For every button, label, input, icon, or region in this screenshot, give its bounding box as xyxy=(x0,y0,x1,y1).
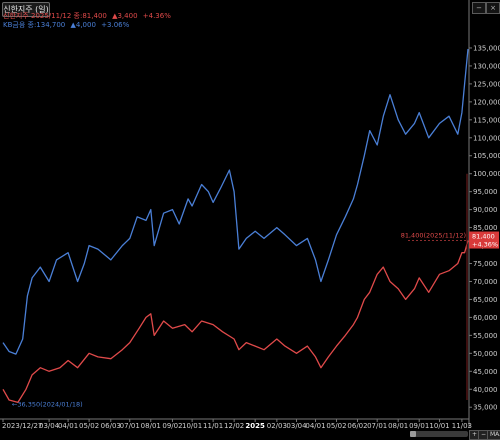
x-tick-label: 11/01 xyxy=(203,422,223,430)
x-tick-label: 05/02 xyxy=(79,422,99,430)
x-tick-label: 10/01 xyxy=(182,422,202,430)
y-tick-label: 65,000 xyxy=(473,296,498,304)
y-tick-label: 120,000 xyxy=(473,98,500,106)
scrollbar-thumb[interactable] xyxy=(410,431,416,437)
y-tick-label: 85,000 xyxy=(473,224,498,232)
x-tick-label: 03/04 xyxy=(39,422,60,430)
x-tick-label: 12/02 xyxy=(224,422,244,430)
price-tag-pct: +4.36% xyxy=(472,241,498,249)
x-tick-label: 2025 xyxy=(245,422,265,430)
x-tick-label: 03/04 xyxy=(286,422,307,430)
legend-change: ▲4,000 xyxy=(70,21,96,29)
last-price-label: 81,400(2025/11/12) xyxy=(401,232,466,240)
x-tick-label: 07/01 xyxy=(367,422,387,430)
minimize-button[interactable]: − xyxy=(472,2,486,14)
y-tick-label: 40,000 xyxy=(473,386,498,394)
y-tick-label: 90,000 xyxy=(473,206,498,214)
x-tick-label: 2023/12/27 xyxy=(2,422,42,430)
legend-change: ▲3,400 xyxy=(112,12,138,20)
price-tag: 81,400+4.36% xyxy=(469,231,499,249)
legend-text: 신한지주 2025/11/12 종:81,400 xyxy=(3,12,107,20)
x-tick-label: 06/03 xyxy=(101,422,121,430)
x-tick-label: 10/01 xyxy=(429,422,449,430)
x-tick-label: 07/01 xyxy=(120,422,140,430)
legend-series-2: KB금융 종:134,700 ▲4,000 +3.06% xyxy=(3,20,132,30)
max-button[interactable]: MAX xyxy=(487,430,500,440)
series-line xyxy=(2,240,469,404)
legend-pct: +4.36% xyxy=(142,12,171,20)
y-tick-label: 95,000 xyxy=(473,188,498,196)
series-1 xyxy=(2,48,469,355)
y-tick-label: 50,000 xyxy=(473,350,498,358)
y-tick-label: 110,000 xyxy=(473,134,500,142)
low-price-label: ←36,350(2024/01/18) xyxy=(12,400,83,408)
x-tick-label: 04/01 xyxy=(58,422,78,430)
y-tick-label: 55,000 xyxy=(473,332,498,340)
x-tick-label: 05/02 xyxy=(326,422,346,430)
y-tick-label: 105,000 xyxy=(473,152,500,160)
y-tick-label: 60,000 xyxy=(473,314,498,322)
y-tick-label: 125,000 xyxy=(473,80,500,88)
y-tick-label: 135,000 xyxy=(473,44,500,52)
y-tick-label: 130,000 xyxy=(473,62,500,70)
close-button[interactable]: × xyxy=(486,2,500,14)
x-tick-label: 08/01 xyxy=(388,422,408,430)
x-tick-label: 11/03 xyxy=(452,422,472,430)
y-tick-label: 70,000 xyxy=(473,278,498,286)
x-tick-label: 06/02 xyxy=(347,422,367,430)
x-tick-label: 04/01 xyxy=(305,422,325,430)
chart-title-tab[interactable]: 신한지주 (일) xyxy=(2,2,50,17)
series-2 xyxy=(2,240,469,404)
legend-text: KB금융 종:134,700 xyxy=(3,21,66,29)
x-tick-label: 08/01 xyxy=(141,422,161,430)
y-tick-label: 35,000 xyxy=(473,404,498,412)
x-tick-label: 09/01 xyxy=(409,422,429,430)
y-tick-label: 45,000 xyxy=(473,368,498,376)
x-tick-label: 02/03 xyxy=(267,422,287,430)
legend-pct: +3.06% xyxy=(101,21,130,29)
y-tick-label: 100,000 xyxy=(473,170,500,178)
price-tag-box xyxy=(469,231,499,249)
y-tick-label: 75,000 xyxy=(473,260,498,268)
price-tag-value: 81,400 xyxy=(472,233,495,241)
timeline-scrollbar[interactable] xyxy=(410,431,468,437)
y-tick-label: 115,000 xyxy=(473,116,500,124)
x-tick-label: 09/02 xyxy=(162,422,182,430)
legend-series-1: 신한지주 2025/11/12 종:81,400 ▲3,400 +4.36% xyxy=(3,11,174,21)
series-line xyxy=(2,48,469,355)
